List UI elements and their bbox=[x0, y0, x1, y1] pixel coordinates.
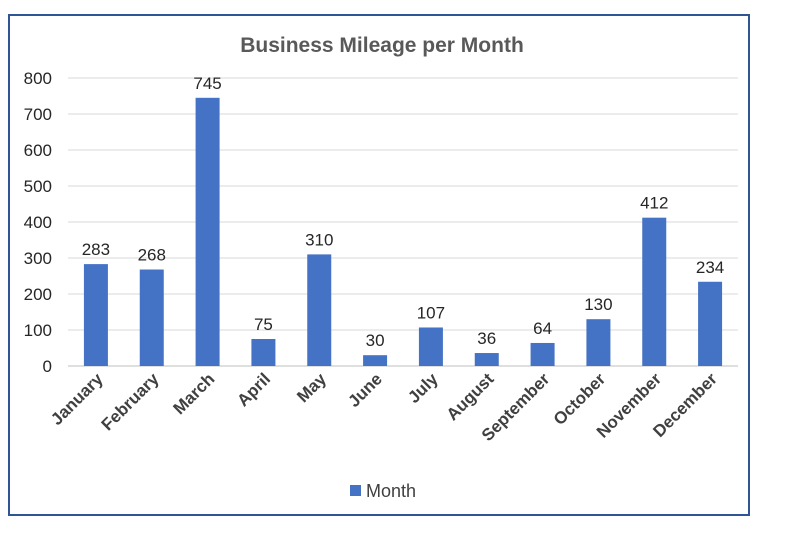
bar-february bbox=[139, 269, 164, 366]
data-label: 283 bbox=[82, 240, 110, 259]
bar-september bbox=[530, 342, 555, 366]
bar-may bbox=[307, 254, 332, 366]
bar-november bbox=[642, 217, 667, 366]
data-label: 107 bbox=[417, 303, 445, 322]
bar-july bbox=[418, 327, 443, 366]
x-tick-label: April bbox=[233, 369, 274, 410]
data-label: 745 bbox=[193, 74, 221, 93]
bar-april bbox=[251, 339, 276, 366]
chart-frame bbox=[8, 14, 750, 516]
chart-title: Business Mileage per Month bbox=[240, 34, 524, 57]
y-tick-label: 300 bbox=[24, 249, 52, 268]
y-axis: 0 100 200 300 400 500 600 700 800 bbox=[24, 69, 52, 376]
bar-march bbox=[195, 97, 220, 367]
legend: Month bbox=[350, 481, 416, 501]
data-label: 36 bbox=[477, 329, 496, 348]
data-label: 64 bbox=[533, 319, 552, 338]
x-tick-label: August bbox=[443, 369, 498, 424]
x-tick-label: July bbox=[404, 369, 442, 407]
data-label: 130 bbox=[584, 295, 612, 314]
gridlines bbox=[68, 77, 738, 367]
bar-october bbox=[586, 319, 611, 366]
data-label: 30 bbox=[366, 331, 385, 350]
x-tick-label: June bbox=[344, 369, 385, 410]
data-label: 412 bbox=[640, 194, 668, 213]
y-tick-label: 0 bbox=[43, 357, 52, 376]
bar-january bbox=[83, 264, 108, 366]
data-label: 234 bbox=[696, 258, 724, 277]
x-tick-label: February bbox=[98, 369, 163, 434]
legend-swatch bbox=[350, 485, 361, 496]
data-labels: 283 268 745 75 310 30 107 36 64 130 412 234 bbox=[82, 74, 725, 350]
y-tick-label: 200 bbox=[24, 285, 52, 304]
y-tick-label: 800 bbox=[24, 69, 52, 88]
bar-december bbox=[698, 281, 723, 366]
bar-august bbox=[474, 353, 499, 366]
y-tick-label: 600 bbox=[24, 141, 52, 160]
x-tick-label: May bbox=[293, 369, 330, 406]
x-tick-label: March bbox=[170, 369, 219, 418]
y-tick-label: 700 bbox=[24, 105, 52, 124]
data-label: 75 bbox=[254, 315, 273, 334]
legend-label: Month bbox=[366, 481, 416, 501]
y-tick-label: 100 bbox=[24, 321, 52, 340]
y-tick-label: 400 bbox=[24, 213, 52, 232]
bar-june bbox=[363, 355, 388, 366]
bars bbox=[83, 97, 723, 367]
data-label: 268 bbox=[138, 246, 166, 265]
y-tick-label: 500 bbox=[24, 177, 52, 196]
data-label: 310 bbox=[305, 230, 333, 249]
